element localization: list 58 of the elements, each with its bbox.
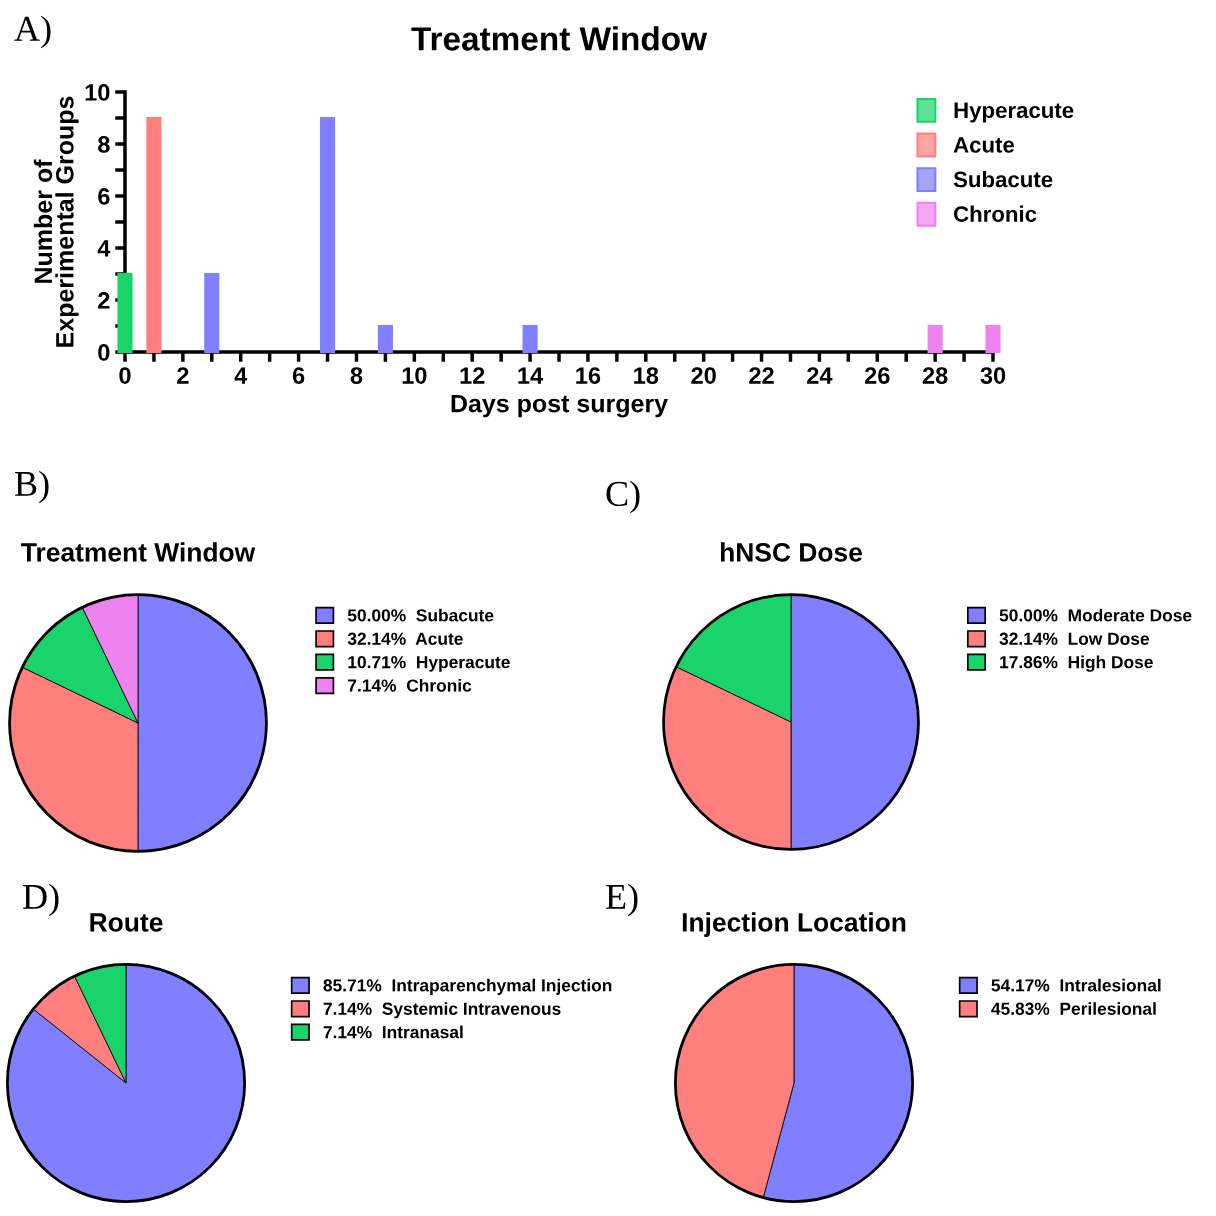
legend-label: 32.14% Low Dose <box>999 632 1149 645</box>
x-tick-label: 10 <box>402 367 427 384</box>
y-tick-label: 8 <box>98 136 110 153</box>
x-tick-label: 30 <box>980 367 1006 384</box>
x-axis-title: Days post surgery <box>451 394 668 418</box>
chart-title: hNSC Dose <box>721 542 862 562</box>
text: A) <box>14 15 51 49</box>
x-tick-label: 14 <box>518 367 544 384</box>
text: B) <box>15 470 49 504</box>
chart-title: Treatment Window <box>411 26 708 51</box>
bar <box>522 324 538 354</box>
legend-label: 7.14% Intranasal <box>323 1025 463 1039</box>
x-tick-label: 18 <box>634 367 659 384</box>
legend-label: Subacute <box>953 171 1053 188</box>
x-tick-label: 8 <box>350 367 363 384</box>
y-tick-label: 2 <box>98 292 110 309</box>
x-tick-label: 28 <box>922 367 948 384</box>
bar <box>377 324 393 354</box>
x-tick-label: 26 <box>864 367 890 384</box>
y-tick-label: 4 <box>97 240 111 257</box>
legend-label: 50.00% Moderate Dose <box>999 608 1192 622</box>
x-tick-label: 6 <box>292 367 305 384</box>
legend-label: 17.86% High Dose <box>1000 655 1153 672</box>
legend-label: 7.14% Chronic <box>348 678 472 692</box>
x-tick-label: 24 <box>807 367 833 384</box>
x-tick-label: 20 <box>691 367 716 384</box>
bar <box>117 272 133 354</box>
x-tick-label: 2 <box>177 367 189 384</box>
x-tick-label: 16 <box>576 367 601 384</box>
text: D) <box>23 883 59 917</box>
legend-label: 7.14% Systemic Intravenous <box>323 1002 561 1019</box>
y-tick-label: 10 <box>85 84 110 101</box>
y-tick-label: 6 <box>98 188 110 205</box>
text: C) <box>606 480 640 514</box>
x-tick-label: 12 <box>460 367 485 384</box>
bar <box>927 324 943 354</box>
y-tick-label: 0 <box>98 344 110 361</box>
x-tick-label: 22 <box>749 367 774 384</box>
bar <box>204 272 220 354</box>
legend-label: 50.00% Subacute <box>347 608 494 622</box>
legend-label: Acute <box>953 137 1015 153</box>
bar <box>985 324 1001 354</box>
legend-label: 10.71% Hyperacute <box>348 656 510 672</box>
legend-label: 85.71% Intraparenchymal Injection <box>323 978 612 995</box>
bar <box>146 116 162 354</box>
legend-label: 32.14% Acute <box>347 632 463 645</box>
legend-label: 45.83% Perilesional <box>991 1002 1156 1015</box>
chart-title: Route <box>90 913 163 932</box>
legend-label: 54.17% Intralesional <box>991 978 1161 992</box>
legend-label: Chronic <box>953 205 1037 222</box>
chart-title: Injection Location <box>682 912 906 937</box>
chart-title: Treatment Window <box>21 542 256 562</box>
bar <box>319 116 336 354</box>
y-axis-title: Number of Experimental Groups <box>33 96 79 347</box>
x-tick-label: 0 <box>119 367 131 384</box>
legend-label: Hyperacute <box>954 102 1074 123</box>
x-tick-label: 4 <box>234 367 248 384</box>
text: E) <box>606 883 638 917</box>
